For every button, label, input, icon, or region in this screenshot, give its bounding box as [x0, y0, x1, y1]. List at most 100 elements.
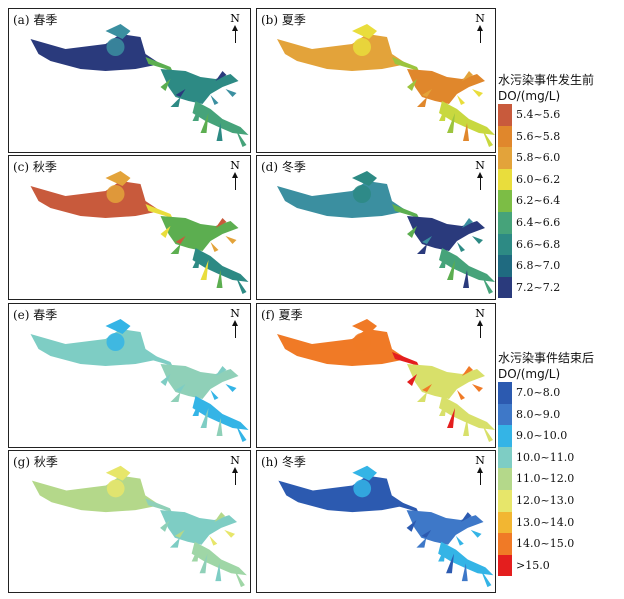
legend-label: >15.0 [516, 558, 550, 572]
reservoir-branch [421, 529, 432, 538]
legend-label: 11.0~12.0 [516, 472, 575, 486]
legend-swatch [498, 446, 512, 469]
legend-item: 5.8~6.0 [498, 147, 594, 169]
reservoir-branch [234, 569, 245, 588]
legend-label: 6.2~6.4 [516, 194, 561, 208]
legend-item: 14.0~15.0 [498, 533, 594, 555]
reservoir-zone [192, 396, 249, 430]
panel-label: (a) 春季 [13, 13, 58, 27]
reservoir-zone [439, 101, 495, 135]
panel-label: (g) 秋季 [13, 455, 58, 469]
reservoir-branch [422, 236, 432, 244]
reservoir-branch [216, 270, 223, 288]
legend-label: 13.0~14.0 [516, 515, 575, 529]
north-arrow-icon: N [228, 455, 242, 489]
reservoir-zone [277, 181, 407, 218]
reservoir-branch [160, 374, 171, 386]
reservoir-branch [422, 384, 432, 392]
reservoir-zone [391, 498, 419, 513]
reservoir-branch [407, 374, 417, 386]
reservoir-branch [209, 535, 218, 546]
north-arrow-icon: N [473, 308, 487, 342]
reservoir-zone [407, 216, 485, 251]
north-label: N [475, 454, 485, 467]
reservoir-branch [457, 95, 465, 105]
legend-item: 6.6~6.8 [498, 233, 594, 256]
reservoir-branch [210, 242, 219, 252]
legend-after: 水污染事件结束后 DO/(mg/L) 7.0~8.0 8.0~9.0 9.0~10.… [498, 350, 594, 577]
legend-swatch [498, 511, 512, 534]
legend-swatch [498, 489, 512, 512]
map-panel-b: (b) 夏季 N [256, 8, 496, 153]
legend-label: 6.6~6.8 [516, 237, 561, 251]
legend-swatch [498, 554, 512, 577]
reservoir-branch [215, 563, 222, 582]
legend-item: 7.2~7.2 [498, 276, 594, 299]
reservoir-branch [225, 384, 237, 392]
reservoir-zone [192, 101, 249, 135]
reservoir-branch [482, 129, 493, 147]
reservoir-branch [235, 424, 247, 442]
reservoir-zone [145, 57, 173, 71]
reservoir-map [277, 319, 495, 442]
north-arrow-icon: N [228, 308, 242, 342]
map-panel-c: (c) 秋季 N [8, 155, 251, 300]
reservoir-branch [457, 242, 465, 252]
legend-swatch [498, 276, 512, 299]
legend-swatch [498, 468, 512, 490]
legend-before: 水污染事件发生前 DO/(mg/L) 5.4~5.6 5.6~5.8 5.8~6.0… [498, 72, 594, 299]
reservoir-branch [407, 79, 417, 91]
north-label: N [475, 159, 485, 172]
reservoir-branch [175, 236, 186, 244]
reservoir-zone [160, 364, 239, 399]
legend-swatch [498, 233, 512, 256]
reservoir-zone [30, 181, 161, 218]
reservoir-branch [470, 529, 482, 538]
reservoir-branch [439, 399, 447, 416]
reservoir-branch [406, 520, 417, 532]
reservoir-branch [457, 390, 465, 400]
reservoir-branch [462, 218, 473, 228]
reservoir-branch [463, 270, 469, 288]
north-arrow-icon: N [473, 455, 487, 489]
legend-swatch [498, 190, 512, 212]
legend-item: >15.0 [498, 554, 594, 577]
reservoir-branch [235, 129, 247, 147]
legend-swatch [498, 104, 512, 126]
reservoir-zone [191, 541, 247, 576]
legend-swatch [498, 403, 512, 426]
reservoir-map [30, 171, 249, 294]
concentration-hotspot [353, 185, 371, 203]
legend-label: 10.0~11.0 [516, 450, 575, 464]
reservoir-zone [439, 396, 495, 430]
reservoir-branch [199, 553, 208, 574]
reservoir-zone [392, 352, 419, 366]
reservoir-branch [235, 276, 247, 294]
north-label: N [475, 307, 485, 320]
legend-item: 5.6~5.8 [498, 125, 594, 148]
reservoir-zone [406, 510, 484, 545]
reservoir-branch [192, 104, 201, 121]
reservoir-zone [145, 352, 173, 366]
reservoir-zone [105, 465, 131, 481]
reservoir-zone [30, 329, 161, 366]
reservoir-zone [160, 69, 239, 104]
legend-label: 7.0~8.0 [516, 386, 561, 399]
reservoir-zone [439, 248, 495, 282]
reservoir-branch [224, 529, 236, 538]
reservoir-branch [169, 537, 180, 548]
legend-swatch [498, 382, 512, 404]
legend-item: 11.0~12.0 [498, 468, 594, 490]
reservoir-branch [472, 89, 483, 97]
legend-item: 6.4~6.6 [498, 211, 594, 234]
reservoir-branch [447, 113, 455, 133]
legend-label: 6.4~6.6 [516, 215, 561, 229]
reservoir-branch [210, 95, 219, 105]
reservoir-branch [214, 512, 226, 523]
reservoir-branch [447, 408, 455, 428]
map-panel-h: (h) 冬季 N [256, 450, 496, 593]
legend-label: 5.4~5.6 [516, 108, 561, 121]
reservoir-branch [446, 553, 454, 574]
legend-item: 5.4~5.6 [498, 104, 594, 126]
reservoir-map [31, 465, 247, 588]
